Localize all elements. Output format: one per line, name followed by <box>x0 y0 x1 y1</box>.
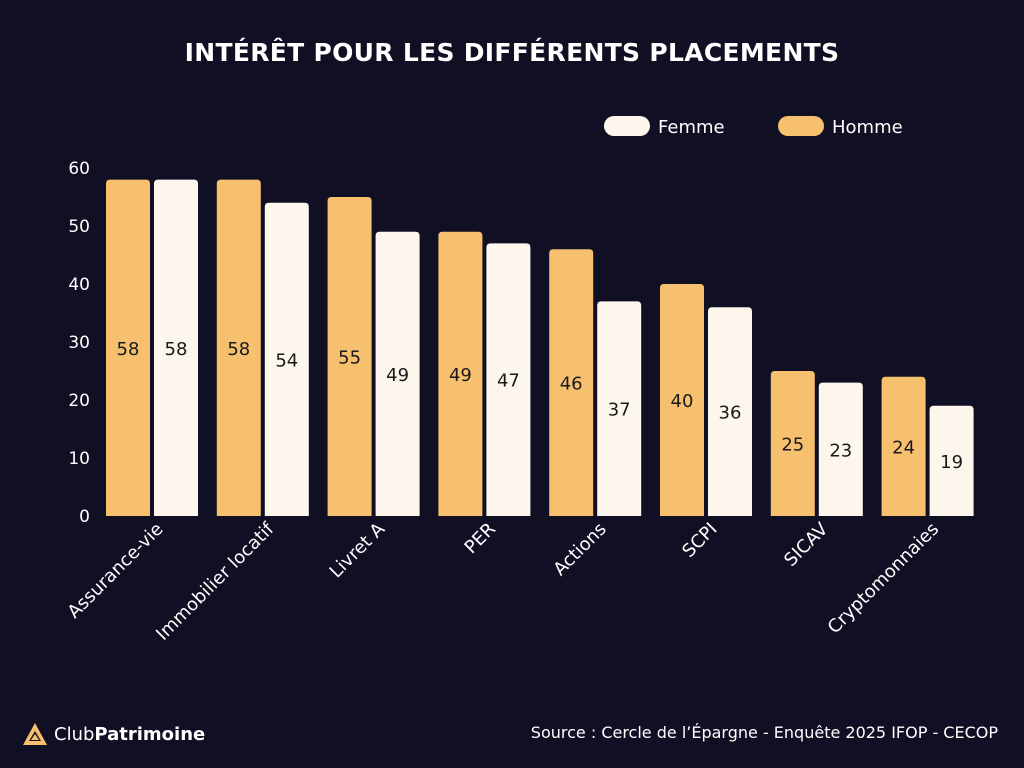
bar-femme <box>818 382 863 516</box>
legend: Femme Homme <box>604 116 903 138</box>
bar-value-label: 36 <box>719 403 742 424</box>
bar-homme <box>770 371 815 516</box>
legend-label-femme: Femme <box>658 117 725 138</box>
y-tick-label: 10 <box>68 449 90 469</box>
y-tick-label: 40 <box>68 275 90 295</box>
bar-femme <box>929 405 974 516</box>
x-tick-label: SCPI <box>678 519 721 562</box>
bar-value-label: 25 <box>781 435 804 456</box>
logo-prefix: Club <box>54 723 95 745</box>
bar-femme <box>375 231 420 517</box>
bar-value-label: 46 <box>560 374 583 395</box>
x-tick-label: SICAV <box>780 518 833 571</box>
logo-suffix: Patrimoine <box>94 723 206 745</box>
y-tick-label: 50 <box>68 217 90 237</box>
bar-homme <box>660 284 704 516</box>
x-tick-label: PER <box>461 519 500 558</box>
bar-value-label: 55 <box>338 348 361 369</box>
bar-value-label: 23 <box>829 440 852 461</box>
chart-title: INTÉRÊT POUR LES DIFFÉRENTS PLACEMENTS <box>184 38 840 67</box>
x-tick-label: Actions <box>549 519 610 580</box>
bar-value-label: 49 <box>386 365 409 386</box>
bar-homme <box>881 376 926 516</box>
bar-value-label: 58 <box>165 339 188 360</box>
legend-swatch-femme <box>604 116 650 136</box>
bar-value-label: 58 <box>117 339 140 360</box>
y-tick-label: 60 <box>68 159 90 179</box>
bar-femme <box>708 307 752 516</box>
x-tick-label: Assurance-vie <box>64 519 168 623</box>
triangle-logo-icon <box>23 723 47 745</box>
club-patrimoine-logo: Club Patrimoine <box>22 722 205 746</box>
bar-femme <box>597 301 642 516</box>
x-tick-label: Immobilier locatif <box>152 518 279 645</box>
bar-value-label: 40 <box>671 391 694 412</box>
source-note: Source : Cercle de l’Épargne - Enquête 2… <box>530 723 998 742</box>
bar-homme <box>106 179 150 516</box>
bar-value-label: 47 <box>497 371 520 392</box>
bar-femme <box>486 243 531 516</box>
bar-femme <box>154 179 198 516</box>
x-tick-label: Cryptomonnaies <box>824 519 943 638</box>
bar-homme <box>216 179 261 516</box>
y-tick-label: 30 <box>68 333 90 353</box>
bars: 58 58 58 54 55 49 49 47 46 37 40 36 25 23 24 19 <box>106 179 974 517</box>
bar-value-label: 49 <box>449 365 472 386</box>
bar-value-label: 54 <box>275 350 298 371</box>
legend-swatch-homme <box>778 116 824 136</box>
bar-homme <box>327 197 372 516</box>
bar-femme <box>264 202 309 517</box>
y-tick-label: 0 <box>79 507 90 527</box>
bar-value-label: 58 <box>227 339 250 360</box>
bar-value-label: 37 <box>608 400 631 421</box>
legend-label-homme: Homme <box>832 117 903 138</box>
bar-homme <box>549 249 594 516</box>
bar-value-label: 19 <box>940 452 963 473</box>
y-axis: 0 10 20 30 40 50 60 <box>68 159 90 527</box>
bar-value-label: 24 <box>892 437 915 458</box>
bar-homme <box>438 231 483 517</box>
y-tick-label: 20 <box>68 391 90 411</box>
x-tick-label: Livret A <box>326 518 390 582</box>
